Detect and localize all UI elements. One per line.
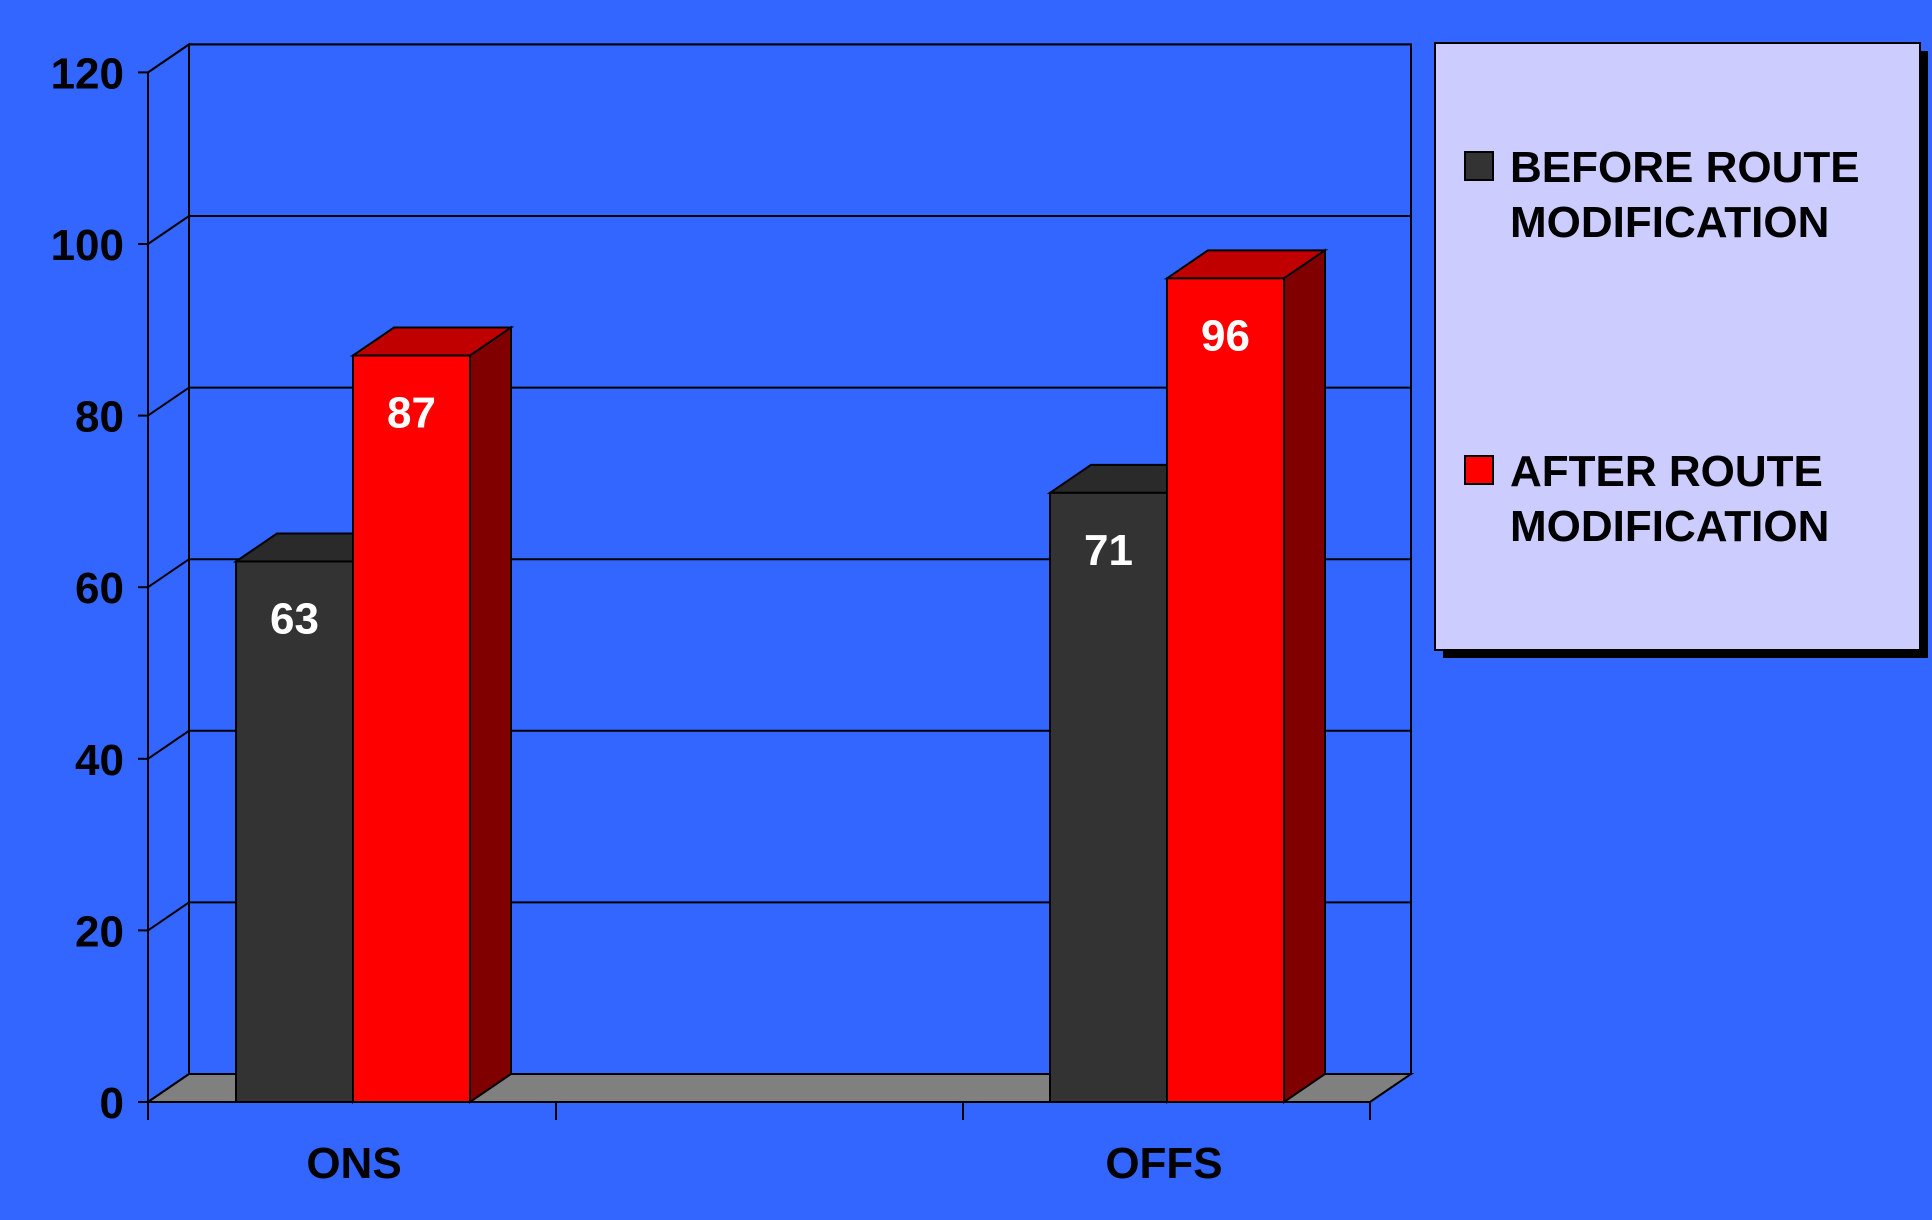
bar-side	[1283, 248, 1326, 1104]
gridline	[147, 558, 1411, 589]
bar-ons-series-2: 87	[349, 325, 515, 1104]
data-label: 71	[1084, 526, 1133, 575]
gridline	[147, 215, 1411, 245]
y-tick-label: 60	[75, 564, 124, 613]
gridline	[147, 729, 1411, 760]
legend-label: MODIFICATION	[1510, 198, 1829, 247]
y-tick-label: 80	[75, 393, 124, 442]
x-tick-label: ONS	[306, 1139, 401, 1188]
legend-label: BEFORE ROUTE	[1510, 143, 1860, 192]
legend-label: AFTER ROUTE	[1510, 447, 1823, 496]
x-axis-tick-labels: ONS OFFS	[306, 1139, 1222, 1188]
y-axis-tick-labels: 0 20 40 60 80 100 120	[51, 49, 124, 1128]
y-tick-label: 0	[100, 1079, 124, 1128]
bar-front	[352, 354, 471, 1104]
gridline	[147, 43, 1411, 74]
bar-front	[1166, 277, 1285, 1103]
x-tick-label: OFFS	[1105, 1139, 1222, 1188]
data-label: 96	[1201, 311, 1250, 360]
bar-offs-series-2: 96	[1163, 248, 1329, 1104]
y-tick-label: 120	[51, 49, 124, 98]
y-tick-label: 20	[75, 907, 124, 956]
bars: 63 71 87 96	[232, 248, 1329, 1104]
bar-front	[235, 560, 354, 1103]
bar-front	[1049, 491, 1168, 1103]
data-label: 87	[387, 389, 436, 438]
legend-swatch	[1464, 151, 1494, 181]
gridlines	[147, 43, 1411, 932]
legend-label: MODIFICATION	[1510, 502, 1829, 551]
legend-box	[1434, 42, 1921, 651]
bar-side	[469, 325, 512, 1104]
gridline	[147, 386, 1411, 417]
data-label: 63	[270, 594, 319, 643]
gridline	[147, 901, 1411, 932]
legend-swatch	[1464, 455, 1494, 485]
y-tick-label: 100	[51, 221, 124, 270]
y-tick-label: 40	[75, 736, 124, 785]
legend: BEFORE ROUTE MODIFICATION AFTER ROUTE MODIF…	[1434, 42, 1928, 658]
